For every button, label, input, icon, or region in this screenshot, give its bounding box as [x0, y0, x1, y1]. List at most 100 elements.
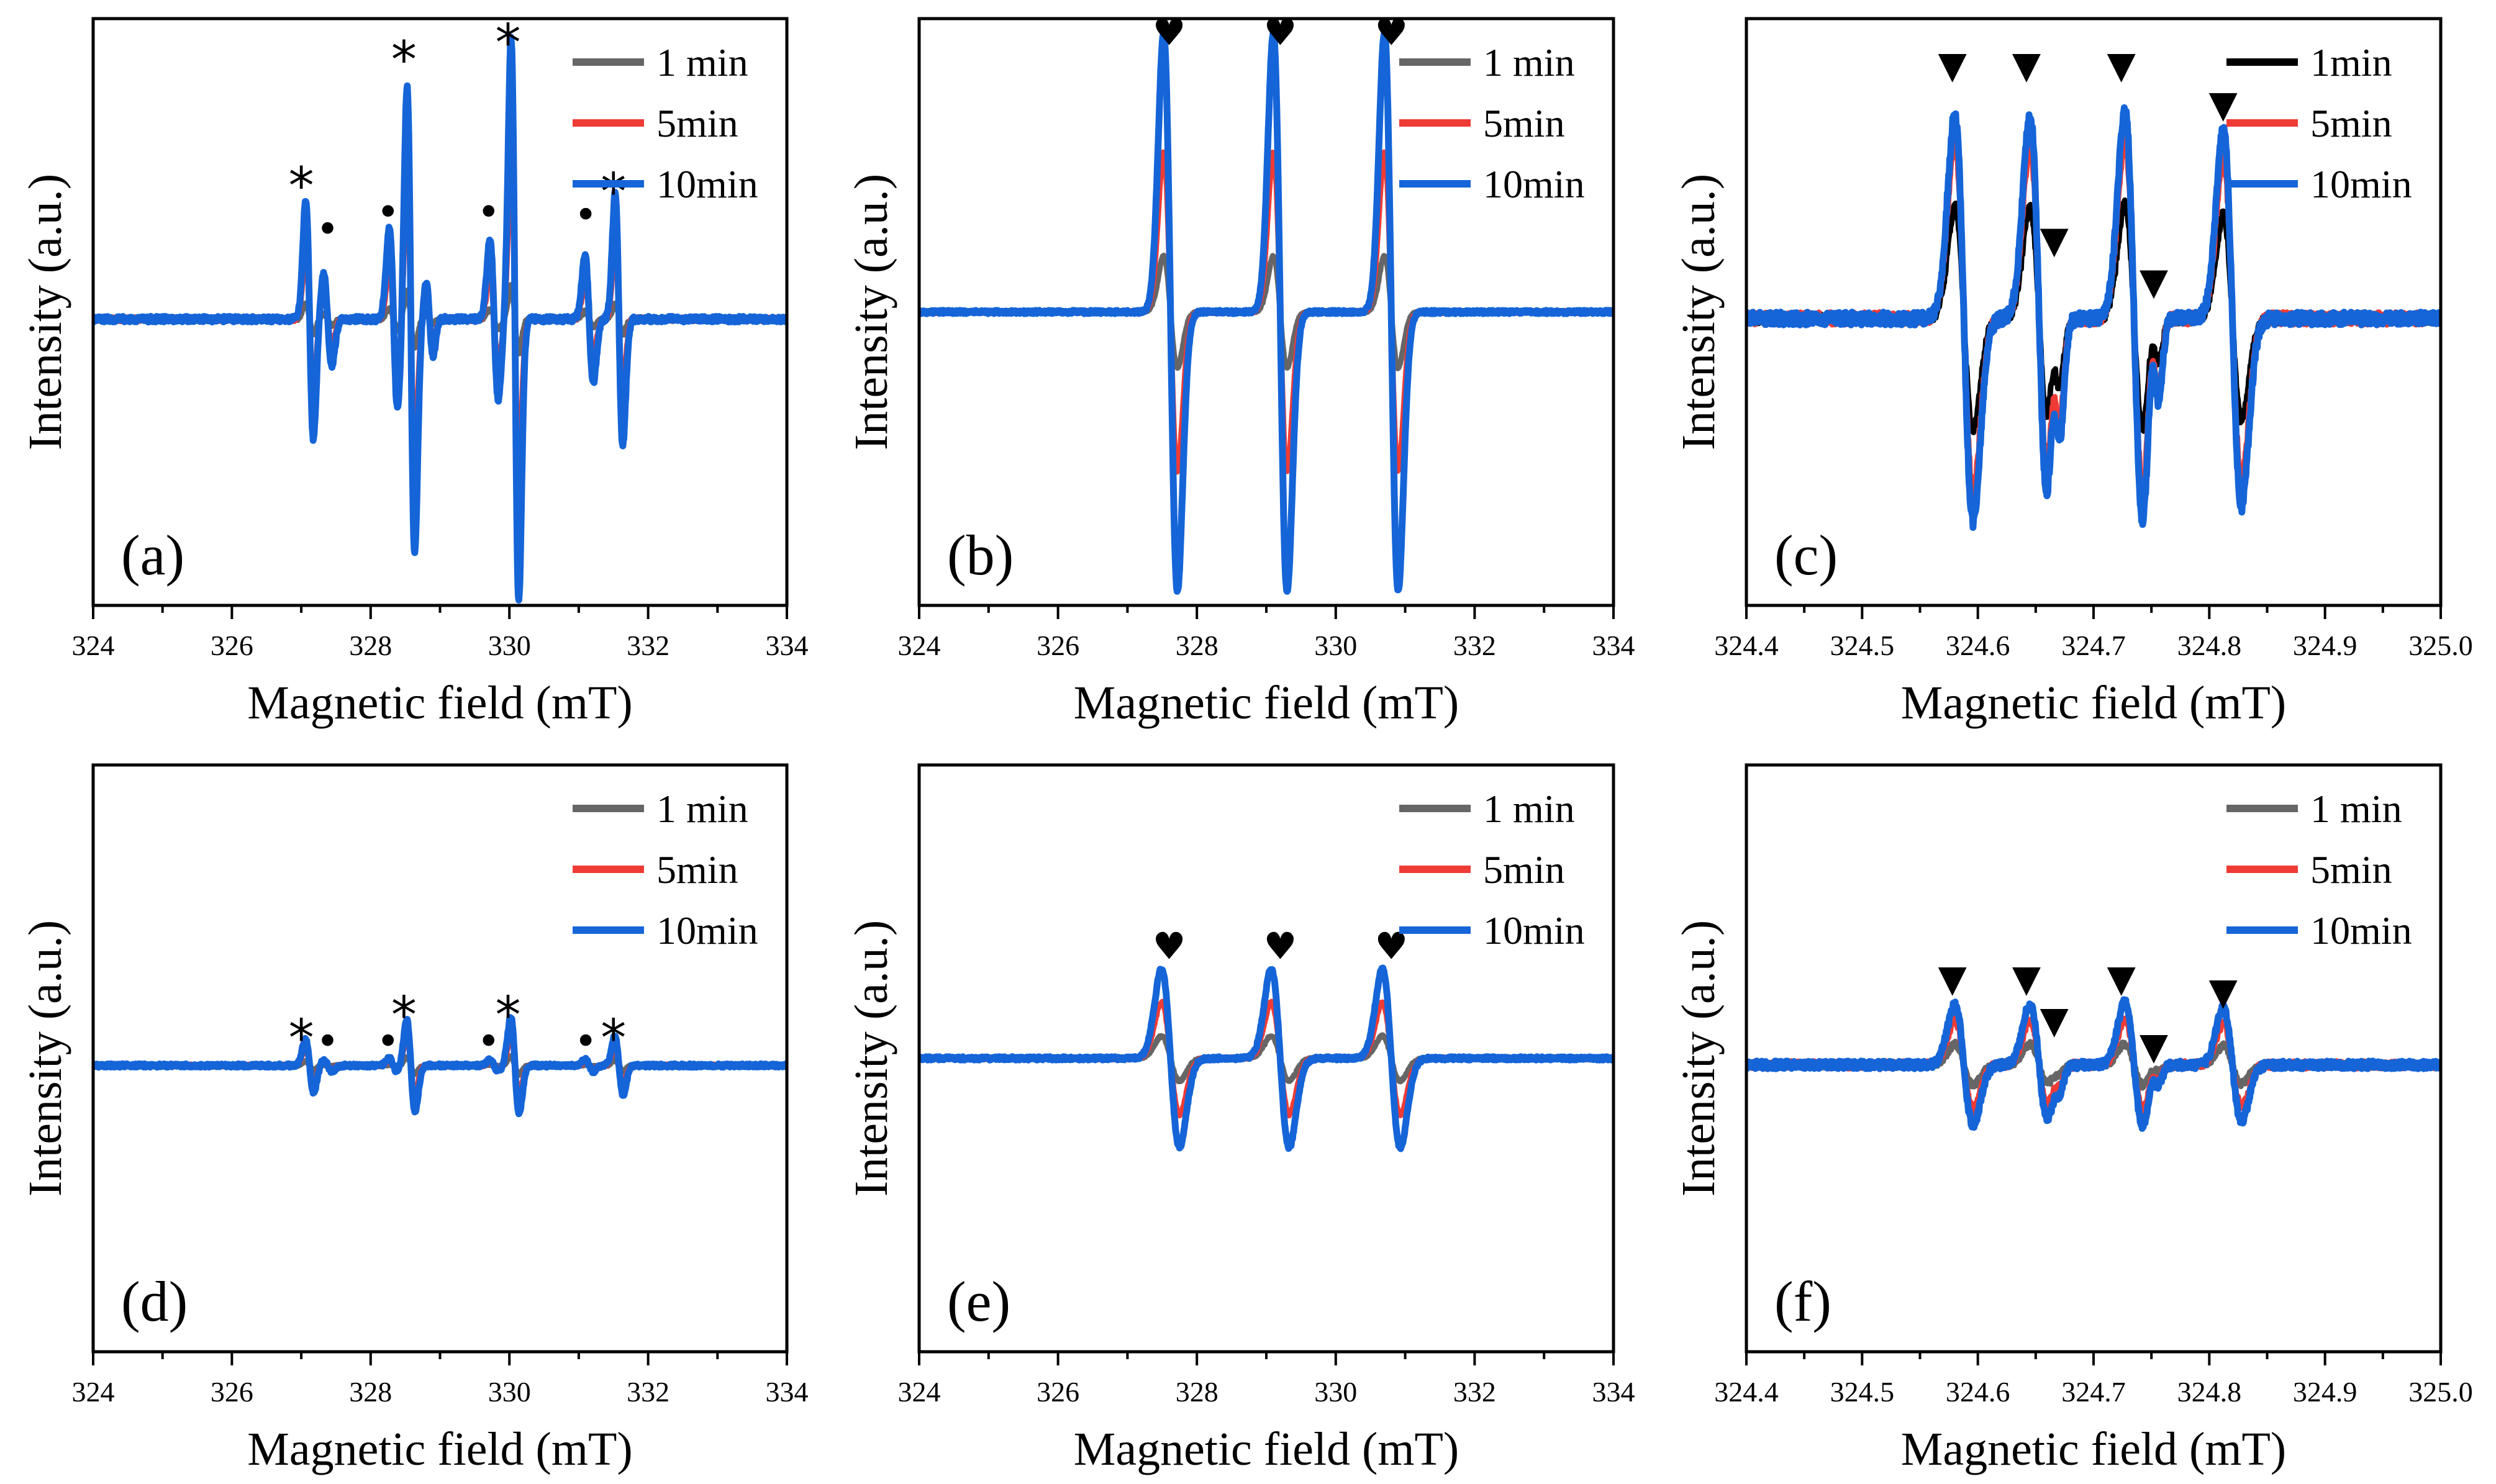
legend-label: 1 min [656, 787, 748, 831]
legend: 1 min 5min 10min [1399, 40, 1585, 206]
peak-marker: ▼ [2012, 957, 2041, 1000]
series-line-10min [919, 29, 1613, 595]
series-line-10min [1746, 996, 2441, 1132]
x-tick-label: 334 [766, 630, 809, 661]
y-axis-title: Intensity (a.u.) [1672, 174, 1725, 450]
peak-marker: • [574, 192, 597, 238]
legend-label: 10min [656, 908, 758, 952]
peak-marker: * [289, 1009, 314, 1068]
y-axis-title: Intensity (a.u.) [845, 920, 897, 1197]
legend-label: 10min [1483, 162, 1585, 206]
series-line-10min [93, 34, 787, 604]
legend-label: 5min [1483, 101, 1565, 145]
peak-marker: ▼ [2107, 44, 2136, 88]
x-tick-label: 330 [488, 630, 531, 661]
series-line-10min [93, 1014, 787, 1118]
y-axis-title: Intensity (a.u.) [19, 920, 71, 1197]
x-tick-label: 324 [72, 1376, 115, 1408]
panel-label: (d) [121, 1270, 188, 1333]
x-tick-label: 325.0 [2408, 630, 2473, 661]
x-tick-label: 324.8 [2177, 1376, 2242, 1408]
legend-label: 1 min [1483, 787, 1575, 831]
x-tick-label: 328 [349, 630, 392, 661]
legend-label: 1 min [1483, 40, 1575, 84]
legend-label: 5min [2310, 848, 2392, 892]
peak-marker: * [495, 14, 520, 73]
panel-label: (b) [947, 523, 1014, 587]
y-axis-title: Intensity (a.u.) [19, 174, 71, 450]
x-tick-label: 326 [211, 1376, 253, 1408]
x-tick-label: 324 [72, 630, 115, 661]
series-line-10min [919, 964, 1613, 1152]
x-tick-label: 334 [766, 1376, 809, 1408]
x-axis-title: Magnetic field (mT) [1901, 677, 2286, 729]
x-tick-label: 324 [898, 1376, 941, 1408]
peak-marker: ▼ [2040, 219, 2069, 262]
x-tick-label: 332 [1453, 630, 1496, 661]
peak-marker: * [391, 31, 417, 90]
x-tick-label: 324.9 [2293, 1376, 2358, 1408]
peak-marker: ▼ [2209, 970, 2238, 1013]
legend: 1 min 5min 10min [2226, 787, 2412, 952]
legend-label: 10min [2310, 162, 2412, 206]
peak-marker: ♥ [1153, 925, 1186, 969]
peak-marker: ▼ [2107, 957, 2136, 1000]
legend-label: 5min [1483, 848, 1565, 892]
x-tick-label: 325.0 [2408, 1376, 2473, 1408]
peak-marker: • [376, 189, 400, 235]
peak-marker: • [574, 1019, 597, 1065]
x-axis-title: Magnetic field (mT) [247, 677, 632, 729]
x-tick-label: 332 [627, 630, 669, 661]
x-tick-label: 324.4 [1714, 1376, 1779, 1408]
panel-label: (c) [1774, 523, 1838, 587]
x-tick-label: 324.7 [2061, 630, 2126, 661]
panel-label: (e) [947, 1270, 1010, 1333]
x-tick-label: 334 [1592, 1376, 1635, 1408]
x-axis-title: Magnetic field (mT) [1074, 1423, 1459, 1475]
legend-label: 10min [656, 162, 758, 206]
x-axis-title: Magnetic field (mT) [1074, 677, 1459, 729]
series-line-10min [1746, 104, 2441, 532]
x-tick-label: 328 [349, 1376, 392, 1408]
x-axis-title: Magnetic field (mT) [1901, 1423, 2286, 1475]
peak-marker: ▼ [2012, 44, 2041, 88]
x-tick-label: 332 [1453, 1376, 1496, 1408]
legend-label: 10min [2310, 908, 2412, 952]
x-tick-label: 326 [1037, 630, 1079, 661]
legend-label: 1 min [656, 40, 748, 84]
x-tick-label: 324.5 [1830, 1376, 1895, 1408]
legend-label: 5min [656, 101, 738, 145]
legend-label: 5min [2310, 101, 2392, 145]
y-axis-title: Intensity (a.u.) [845, 174, 897, 450]
legend: 1 min 5min 10min [573, 40, 758, 206]
peak-marker: * [601, 1009, 626, 1068]
legend: 1 min 5min 10min [1399, 787, 1585, 952]
legend: 1min 5min 10min [2226, 40, 2412, 206]
x-tick-label: 324 [898, 630, 941, 661]
legend-label: 10min [1483, 908, 1585, 952]
peak-marker: * [495, 986, 520, 1045]
peak-marker: • [316, 1019, 340, 1065]
x-tick-label: 324.9 [2293, 630, 2358, 661]
x-tick-label: 330 [488, 1376, 531, 1408]
x-tick-label: 334 [1592, 630, 1635, 661]
peak-marker: • [477, 1019, 501, 1065]
panel-c: ▼ ▼ ▼ ▼ ▼ ▼ 324.4 324.5 324.6 324.7 324.8 324.9 325.… [1672, 17, 2473, 729]
x-tick-label: 324.8 [2177, 630, 2242, 661]
peak-marker: • [376, 1019, 400, 1065]
x-tick-label: 326 [211, 630, 253, 661]
x-tick-label: 330 [1314, 1376, 1357, 1408]
x-tick-label: 324.6 [1946, 1376, 2010, 1408]
x-tick-label: 324.7 [2061, 1376, 2126, 1408]
panel-f: ▼ ▼▼▼▼▼324.4 324.5 324.6 324.7 324.8 324.9 325.… [1672, 763, 2473, 1475]
peak-marker: * [289, 157, 314, 216]
x-tick-label: 328 [1176, 1376, 1219, 1408]
peak-marker: ▼ [2209, 83, 2238, 127]
panel-label: (a) [121, 523, 184, 587]
x-tick-label: 328 [1176, 630, 1219, 661]
legend-label: 1min [2310, 40, 2392, 84]
